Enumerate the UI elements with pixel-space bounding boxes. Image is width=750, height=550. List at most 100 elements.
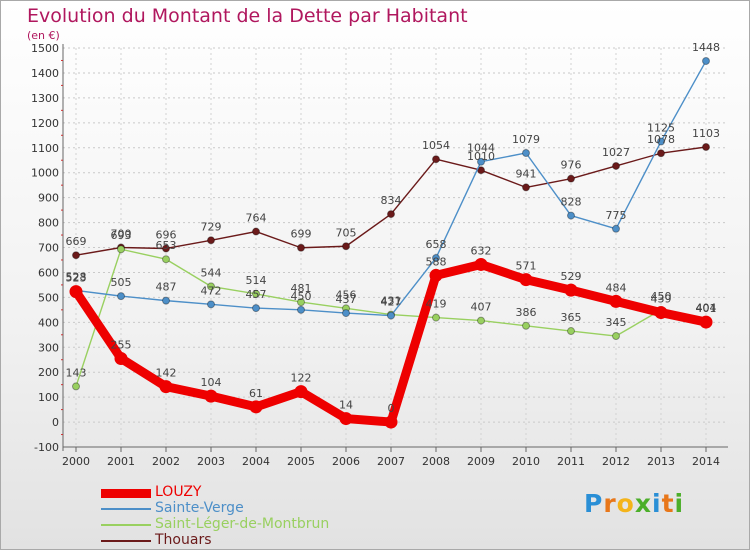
data-point [567,174,575,183]
data-point [114,351,128,365]
data-point [297,298,305,307]
data-point [384,415,398,429]
y-tick-label: -100 [34,441,59,454]
legend-swatch [101,524,151,526]
y-tick-label: 300 [38,341,59,354]
data-point [657,137,665,146]
y-tick-label: 1500 [31,42,59,55]
x-tick-label: 2004 [242,455,270,468]
data-label: 386 [516,306,537,319]
data-label: 431 [381,295,402,308]
data-label: 1125 [647,122,675,135]
data-label: 142 [156,367,177,380]
data-label: 457 [246,288,267,301]
data-label: 1054 [422,139,450,152]
legend-label: LOUZY [155,484,202,500]
logo-letter: t [661,489,675,518]
y-tick-label: 1100 [31,142,59,155]
x-tick-label: 2001 [107,455,135,468]
y-tick-label: 500 [38,291,59,304]
data-label: 419 [426,298,447,311]
data-point [249,400,263,414]
data-point [69,285,83,299]
data-label: 528 [66,270,87,283]
data-point [252,289,260,298]
x-tick-label: 2005 [287,455,315,468]
data-label: 529 [561,270,582,283]
legend-label: Saint-Léger-de-Montbrun [155,516,330,532]
data-label: 472 [201,284,222,297]
data-point [387,311,395,320]
y-tick-label: 200 [38,366,59,379]
logo-letter: x [634,489,652,518]
y-tick-label: 1300 [31,92,59,105]
data-point [117,292,125,301]
data-point [702,143,710,152]
data-label: 407 [471,301,492,314]
data-point [567,211,575,220]
data-label: 104 [201,376,222,389]
y-tick-label: 400 [38,316,59,329]
data-label: 1448 [692,41,720,54]
data-point [342,242,350,251]
data-label: 14 [339,399,353,412]
data-point [294,385,308,399]
data-label: 705 [336,226,357,239]
x-tick-label: 2010 [512,455,540,468]
data-label: 401 [696,302,717,315]
data-point [612,224,620,233]
data-label: 669 [66,235,87,248]
legend-swatch [101,488,151,498]
data-label: 255 [111,338,132,351]
data-label: 345 [606,316,627,329]
legend-swatch [101,540,151,542]
data-label: 404 [696,301,717,314]
data-point [207,236,215,245]
data-point [339,412,353,426]
data-point [432,155,440,164]
data-point [204,389,218,403]
y-tick-label: 1200 [31,117,59,130]
data-point [612,161,620,170]
data-label: 122 [291,372,312,385]
data-label: 1078 [647,133,675,146]
data-point [297,305,305,314]
x-tick-label: 2002 [152,455,180,468]
data-label: 456 [336,288,357,301]
data-label: 481 [291,282,312,295]
data-label: 143 [66,366,87,379]
y-tick-label: 600 [38,266,59,279]
data-point [342,309,350,318]
x-tick-label: 2006 [332,455,360,468]
data-label: 700 [111,228,132,241]
logo-letter: o [616,489,635,518]
chart-title: Evolution du Montant de la Dette par Hab… [27,5,468,27]
x-tick-label: 2008 [422,455,450,468]
data-label: 764 [246,212,267,225]
data-point [297,243,305,252]
data-point [657,149,665,158]
y-tick-label: 1400 [31,67,59,80]
data-point [702,56,710,65]
logo-letter: i [674,489,685,518]
data-point [252,304,260,313]
proxiti-logo: Proxiti [584,489,684,518]
data-label: 571 [516,260,537,273]
data-label: 941 [516,167,537,180]
y-tick-label: 900 [38,192,59,205]
x-tick-label: 2009 [467,455,495,468]
data-label: 450 [291,290,312,303]
data-label: 834 [381,194,402,207]
data-label: 514 [246,274,267,287]
data-point [207,300,215,309]
data-label: 696 [156,228,177,241]
data-point [429,268,443,282]
data-point [609,294,623,308]
data-point [72,251,80,260]
data-label: 699 [291,228,312,241]
data-point [117,245,125,254]
data-point [432,313,440,322]
data-label: 523 [66,272,87,285]
x-tick-label: 2012 [602,455,630,468]
data-point [207,282,215,291]
